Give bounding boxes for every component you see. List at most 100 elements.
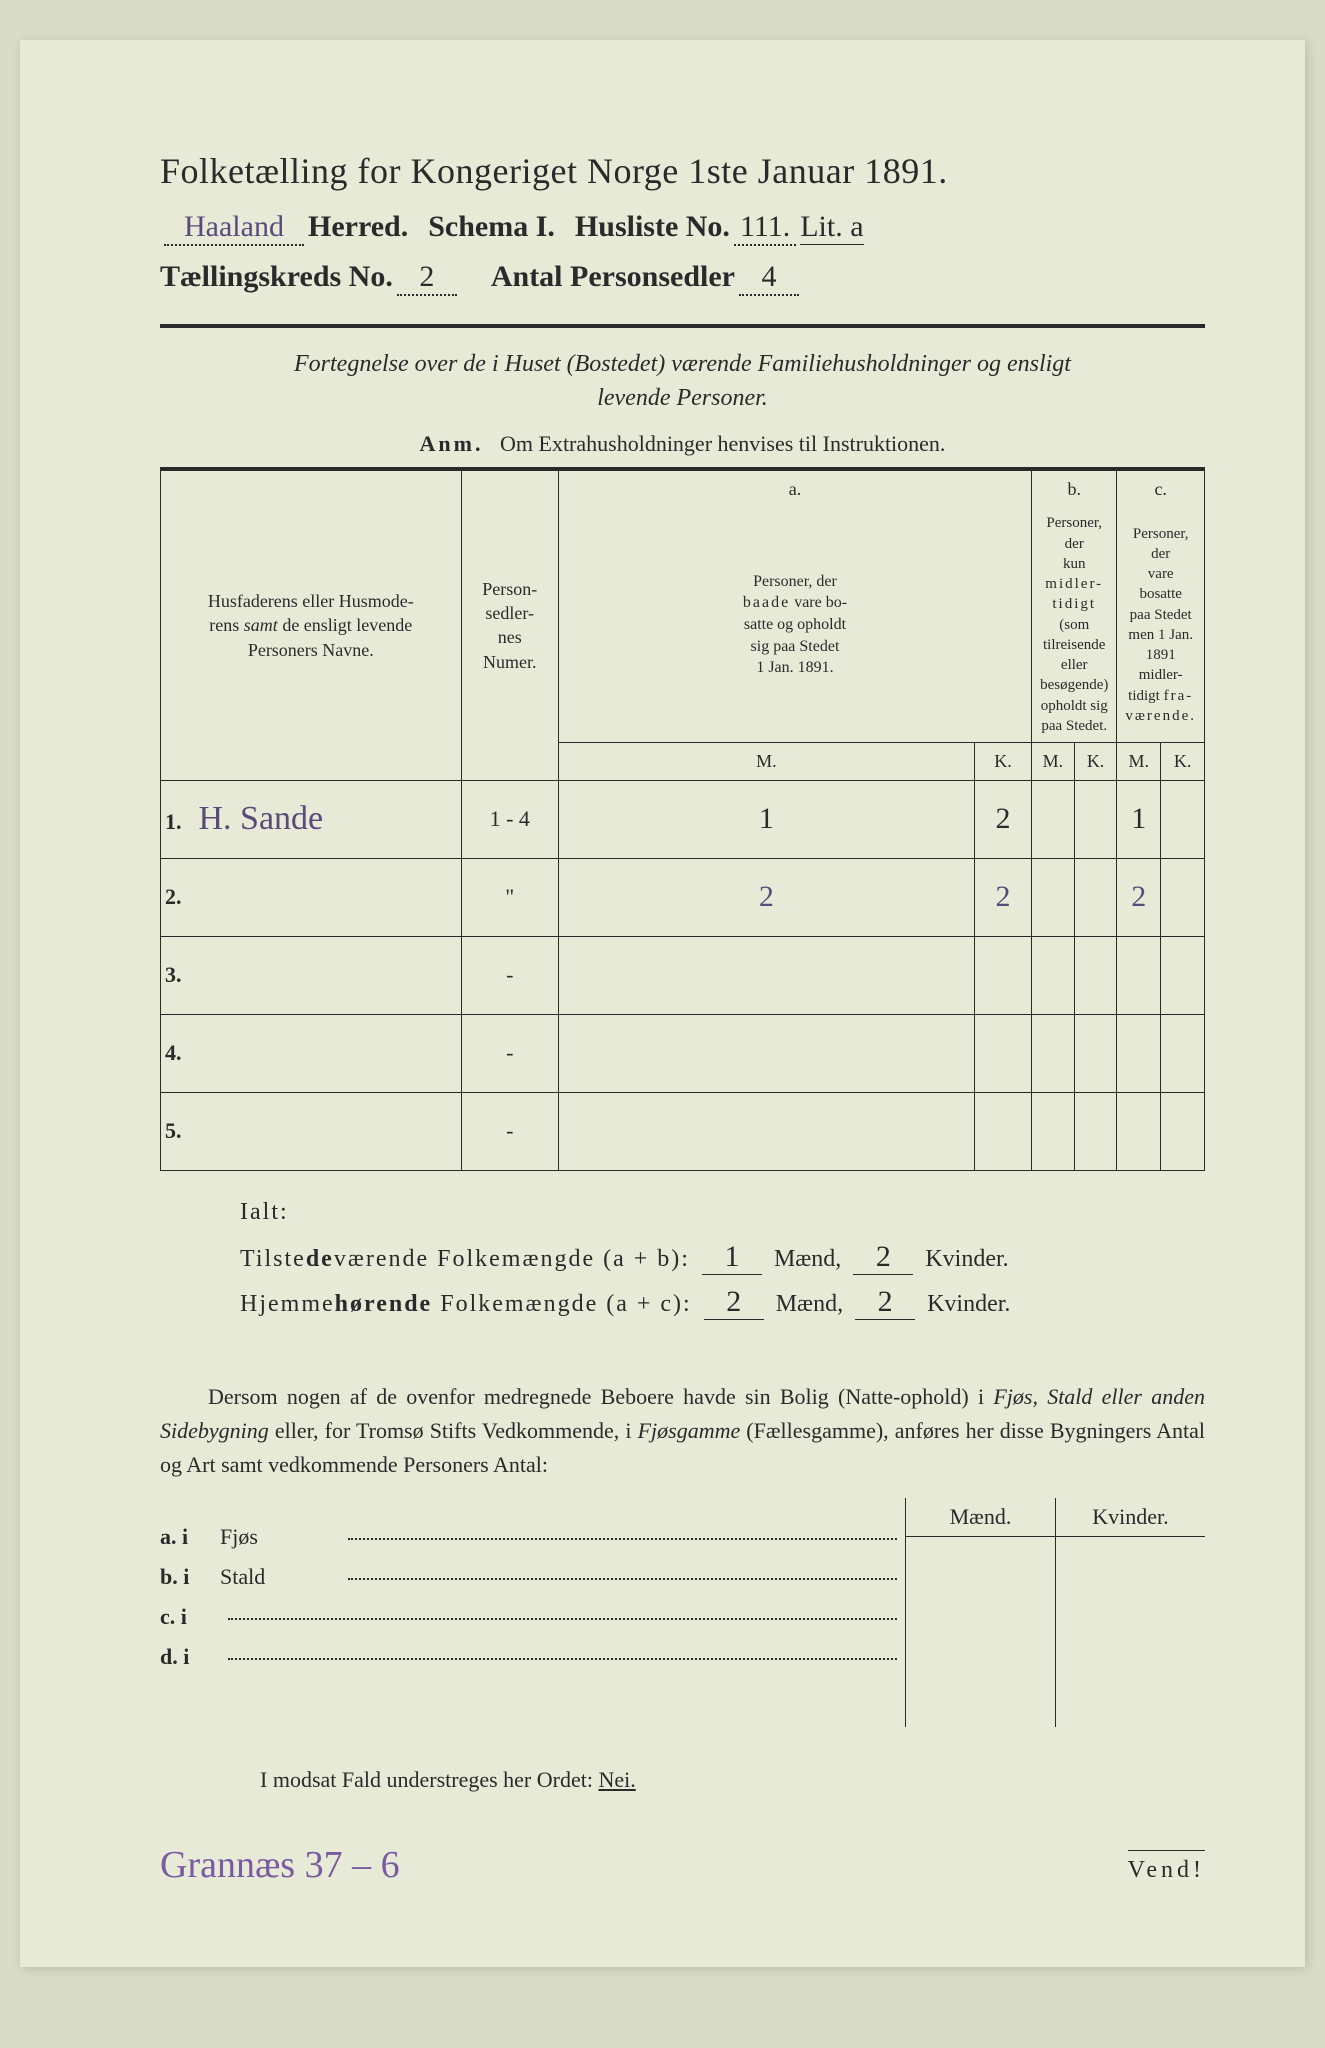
row-num: 2.	[165, 884, 193, 910]
list-label: d. i	[160, 1644, 220, 1670]
dotted-line	[348, 1538, 897, 1540]
ialt-row1-m: 1	[702, 1240, 762, 1275]
cell-num: "	[461, 858, 558, 936]
kvinder-label: Kvinder.	[925, 1246, 1008, 1272]
ialt-row-2: Hjemmehørende Folkemængde (a + c): 2 Mæn…	[240, 1285, 1205, 1320]
dwelling-list: a. i Fjøs b. i Stald c. i d. i	[160, 1498, 905, 1727]
cell-b-m	[1032, 936, 1075, 1014]
ialt-block: Ialt: Tilstedeværende Folkemængde (a + b…	[160, 1199, 1205, 1320]
row-num: 4.	[165, 1040, 193, 1066]
ialt-row2-label: Hjemmehørende Folkemængde (a + c):	[240, 1291, 692, 1317]
ialt-row1-k: 2	[853, 1240, 913, 1275]
col-header-num: Person-sedler-nesNumer.	[461, 469, 558, 780]
cell-b-k	[1074, 1092, 1117, 1170]
list-category: Stald	[220, 1564, 340, 1590]
cell-b-k	[1074, 1014, 1117, 1092]
cell-b-k	[1074, 936, 1117, 1014]
title-prefix: Folketælling for Kongeriget Norge 1ste J…	[160, 151, 855, 191]
cell-a-m: 1	[558, 780, 974, 858]
cell-c-k	[1161, 780, 1205, 858]
col-b-k: K.	[1074, 743, 1117, 780]
cell-c-m: 1	[1117, 780, 1161, 858]
cell-b-k	[1074, 858, 1117, 936]
cell-b-m	[1032, 858, 1075, 936]
kvinder-label: Kvinder.	[927, 1291, 1010, 1317]
husliste-label: Husliste No.	[575, 210, 730, 244]
table-row: 2. " 2 2 2	[161, 858, 1205, 936]
col-header-b-top: b.	[1032, 469, 1117, 507]
cell-a-m	[558, 936, 974, 1014]
mk-body	[906, 1537, 1205, 1727]
row-num: 1.	[165, 809, 193, 835]
row-num: 3.	[165, 962, 193, 988]
dotted-line	[348, 1578, 897, 1580]
anm-note: Anm. Om Extrahusholdninger henvises til …	[160, 431, 1205, 457]
col-header-c: Personer, dervare bosattepaa Stedetmen 1…	[1117, 507, 1205, 742]
table-row: 1. H. Sande 1 - 4 1 2 1	[161, 780, 1205, 858]
cell-b-k	[1074, 780, 1117, 858]
maend-label: Mænd,	[776, 1291, 843, 1317]
cell-num: -	[461, 1014, 558, 1092]
cell-c-k	[1161, 1092, 1205, 1170]
row-name: H. Sande	[199, 800, 324, 838]
mk-body-k	[1056, 1537, 1205, 1727]
col-a-m: M.	[558, 743, 974, 780]
list-item: d. i	[160, 1644, 905, 1670]
mk-head: Mænd. Kvinder.	[906, 1498, 1205, 1537]
list-item: a. i Fjøs	[160, 1524, 905, 1550]
schema-label: Schema I.	[428, 210, 555, 244]
cell-num: 1 - 4	[461, 780, 558, 858]
mk-head-k: Kvinder.	[1056, 1498, 1205, 1536]
list-label: a. i	[160, 1524, 220, 1550]
dwelling-table: a. i Fjøs b. i Stald c. i d. i Mænd. K	[160, 1498, 1205, 1727]
cell-c-m	[1117, 1092, 1161, 1170]
col-header-a: Personer, derbaade vare bo-satte og opho…	[558, 507, 1031, 742]
subtitle: Fortegnelse over de i Huset (Bostedet) v…	[160, 348, 1205, 415]
title-year: 1891.	[864, 151, 948, 191]
list-category: Fjøs	[220, 1524, 340, 1550]
cell-a-m: 2	[558, 858, 974, 936]
cell-num: -	[461, 1092, 558, 1170]
cell-num: -	[461, 936, 558, 1014]
footer-prefix: I modsat Fald understreges her Ordet:	[260, 1767, 593, 1792]
cell-a-k: 2	[974, 780, 1031, 858]
census-form-page: Folketælling for Kongeriget Norge 1ste J…	[20, 40, 1305, 1967]
dotted-line	[228, 1618, 897, 1620]
kreds-label: Tællingskreds No.	[160, 260, 393, 294]
kreds-value: 2	[397, 260, 457, 296]
cell-c-m: 2	[1117, 858, 1161, 936]
archival-note: Grannæs 37 – 6	[160, 1843, 400, 1887]
dotted-line	[228, 1658, 897, 1660]
table-row: 4. -	[161, 1014, 1205, 1092]
ialt-row2-m: 2	[704, 1285, 764, 1320]
vend-label: Vend!	[1128, 1850, 1205, 1884]
ialt-row1-label: Tilstedeværende Folkemængde (a + b):	[240, 1246, 690, 1272]
cell-a-m	[558, 1014, 974, 1092]
maend-label: Mænd,	[774, 1246, 841, 1272]
form-title: Folketælling for Kongeriget Norge 1ste J…	[160, 150, 1205, 192]
col-header-name: Husfaderens eller Husmode-rens samt de e…	[161, 469, 462, 780]
anm-prefix: Anm.	[420, 431, 484, 456]
husliste-suffix: Lit. a	[800, 210, 863, 245]
col-b-m: M.	[1032, 743, 1075, 780]
cell-a-k	[974, 1092, 1031, 1170]
list-label: b. i	[160, 1564, 220, 1590]
census-table-body: 1. H. Sande 1 - 4 1 2 1 2. " 2 2 2 3.	[161, 780, 1205, 1170]
mk-body-m	[906, 1537, 1056, 1727]
ialt-title: Ialt:	[240, 1199, 1205, 1226]
cell-a-k	[974, 1014, 1031, 1092]
col-c-k: K.	[1161, 743, 1205, 780]
cell-b-m	[1032, 1014, 1075, 1092]
cell-c-k	[1161, 1014, 1205, 1092]
footer-nei: I modsat Fald understreges her Ordet: Ne…	[160, 1767, 1205, 1793]
subtitle-line2: levende Personer.	[597, 385, 768, 411]
header-line-2: Haaland Herred. Schema I. Husliste No. 1…	[160, 210, 1205, 246]
cell-c-k	[1161, 936, 1205, 1014]
list-item: c. i	[160, 1604, 905, 1630]
dwelling-mk-cols: Mænd. Kvinder.	[905, 1498, 1205, 1727]
herred-value: Haaland	[164, 210, 304, 246]
cell-b-m	[1032, 780, 1075, 858]
footer-nei-word: Nei.	[598, 1767, 635, 1792]
row-num: 5.	[165, 1118, 193, 1144]
antal-value: 4	[739, 260, 799, 296]
